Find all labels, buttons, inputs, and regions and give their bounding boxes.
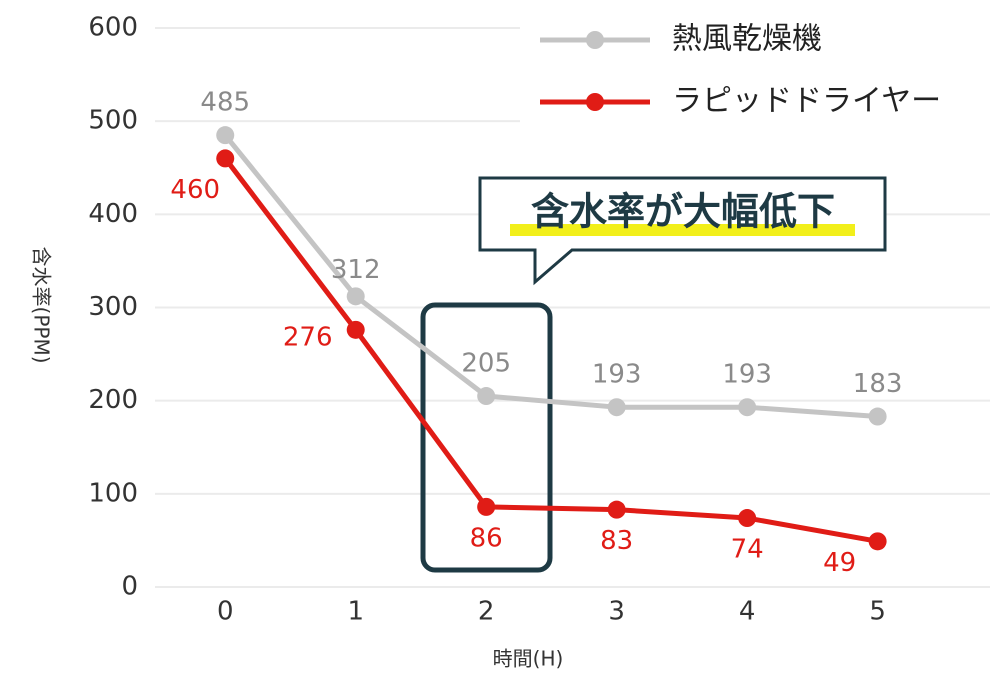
callout-underline xyxy=(510,224,855,236)
x-tick-label: 0 xyxy=(217,597,234,627)
legend-marker xyxy=(586,31,604,49)
series-line xyxy=(223,156,879,544)
x-tick-label: 3 xyxy=(608,597,625,627)
data-point xyxy=(738,398,757,417)
y-tick-label: 0 xyxy=(121,572,138,602)
data-label: 49 xyxy=(823,548,856,578)
callout-text: 含水率が大幅低下 xyxy=(531,190,835,234)
data-label: 193 xyxy=(592,360,642,390)
data-point xyxy=(738,509,757,528)
highlight-box xyxy=(420,302,553,573)
y-tick-label: 200 xyxy=(88,385,138,415)
data-label: 460 xyxy=(170,175,220,205)
x-tick-label: 1 xyxy=(347,597,364,627)
y-tick-label: 500 xyxy=(88,106,138,136)
data-point xyxy=(216,126,235,145)
data-point xyxy=(216,149,235,168)
x-axis-title: 時間(H) xyxy=(493,647,564,671)
data-point xyxy=(477,387,496,406)
y-tick-label: 600 xyxy=(88,13,138,43)
data-point xyxy=(346,320,365,339)
data-point xyxy=(868,532,887,551)
data-label: 86 xyxy=(470,523,503,553)
y-tick-label: 100 xyxy=(88,478,138,508)
y-tick-label: 300 xyxy=(88,292,138,322)
series-line xyxy=(223,133,878,419)
data-label: 312 xyxy=(331,255,381,285)
data-point xyxy=(477,497,496,516)
x-tick-label: 5 xyxy=(869,597,886,627)
data-label: 485 xyxy=(200,88,250,118)
data-label: 83 xyxy=(600,526,633,556)
legend-label: ラピッドドライヤー xyxy=(672,84,941,119)
data-label: 193 xyxy=(722,360,772,390)
x-tick-label: 2 xyxy=(478,597,495,627)
data-point xyxy=(607,500,626,519)
data-label: 205 xyxy=(461,349,511,379)
data-label: 276 xyxy=(283,322,333,352)
x-tick-label: 4 xyxy=(739,597,756,627)
data-label: 183 xyxy=(853,369,903,399)
legend-marker xyxy=(586,93,604,111)
data-point xyxy=(346,287,365,306)
legend-label: 熱風乾燥機 xyxy=(672,22,822,57)
data-label: 74 xyxy=(731,535,764,565)
data-point xyxy=(868,407,887,426)
y-tick-label: 400 xyxy=(88,199,138,229)
y-axis-title: 含水率(PPM) xyxy=(30,247,54,364)
data-point xyxy=(607,398,626,417)
